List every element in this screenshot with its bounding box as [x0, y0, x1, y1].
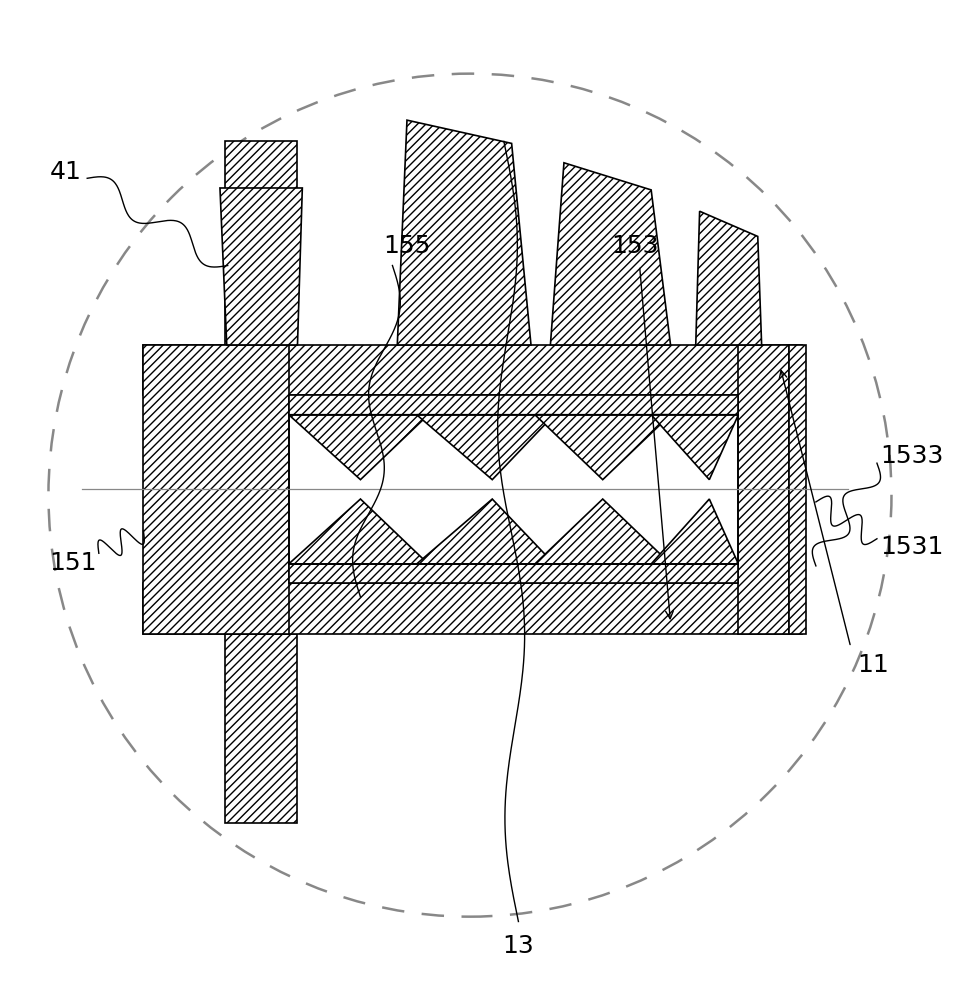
Polygon shape	[651, 415, 738, 480]
Bar	[789, 345, 806, 634]
Polygon shape	[289, 499, 428, 564]
Bar	[289, 415, 738, 564]
Polygon shape	[696, 211, 762, 345]
Text: 1533: 1533	[880, 444, 943, 468]
Text: 41: 41	[50, 160, 81, 184]
Polygon shape	[550, 163, 671, 345]
Polygon shape	[651, 499, 738, 564]
Polygon shape	[535, 415, 671, 480]
Text: 11: 11	[858, 653, 890, 677]
Bar	[143, 583, 802, 634]
Polygon shape	[397, 120, 531, 345]
Bar	[143, 345, 289, 634]
Bar	[225, 634, 297, 823]
Text: 151: 151	[48, 551, 97, 575]
Bar	[738, 345, 789, 634]
Bar	[225, 141, 297, 345]
Polygon shape	[289, 415, 428, 480]
Polygon shape	[417, 499, 554, 564]
Polygon shape	[535, 499, 671, 564]
Text: 155: 155	[384, 234, 430, 258]
Text: 153: 153	[610, 234, 659, 258]
Bar	[143, 345, 802, 395]
Bar	[289, 395, 738, 415]
Text: 1531: 1531	[880, 535, 943, 559]
Bar	[289, 564, 738, 583]
Polygon shape	[220, 188, 302, 345]
Text: 13: 13	[503, 934, 534, 958]
Polygon shape	[417, 415, 554, 480]
